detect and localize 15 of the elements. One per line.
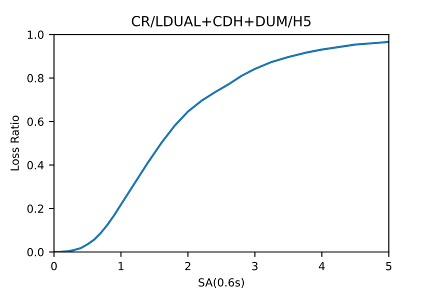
x-tick-label: 4	[318, 262, 325, 270]
x-tick-label: 5	[386, 262, 392, 270]
y-axis-title: Loss Ratio	[10, 116, 19, 170]
x-tick-label: 3	[252, 262, 258, 270]
y-tick-label: 0.4	[27, 161, 44, 170]
y-tick-label: 0.2	[27, 204, 44, 213]
chart-title: CR/LDUAL+CDH+DUM/H5	[132, 16, 311, 28]
y-tick-label: 1.0	[28, 30, 44, 39]
y-tick-label: 0.0	[27, 248, 44, 256]
x-tick-label: 0	[51, 262, 57, 270]
x-tick-label: 1	[118, 262, 124, 270]
y-tick-label: 0.6	[27, 118, 44, 126]
x-axis-title: SA(0.6s)	[198, 278, 244, 288]
x-tick-label: 2	[185, 262, 190, 270]
y-tick-label: 0.8	[27, 74, 44, 82]
